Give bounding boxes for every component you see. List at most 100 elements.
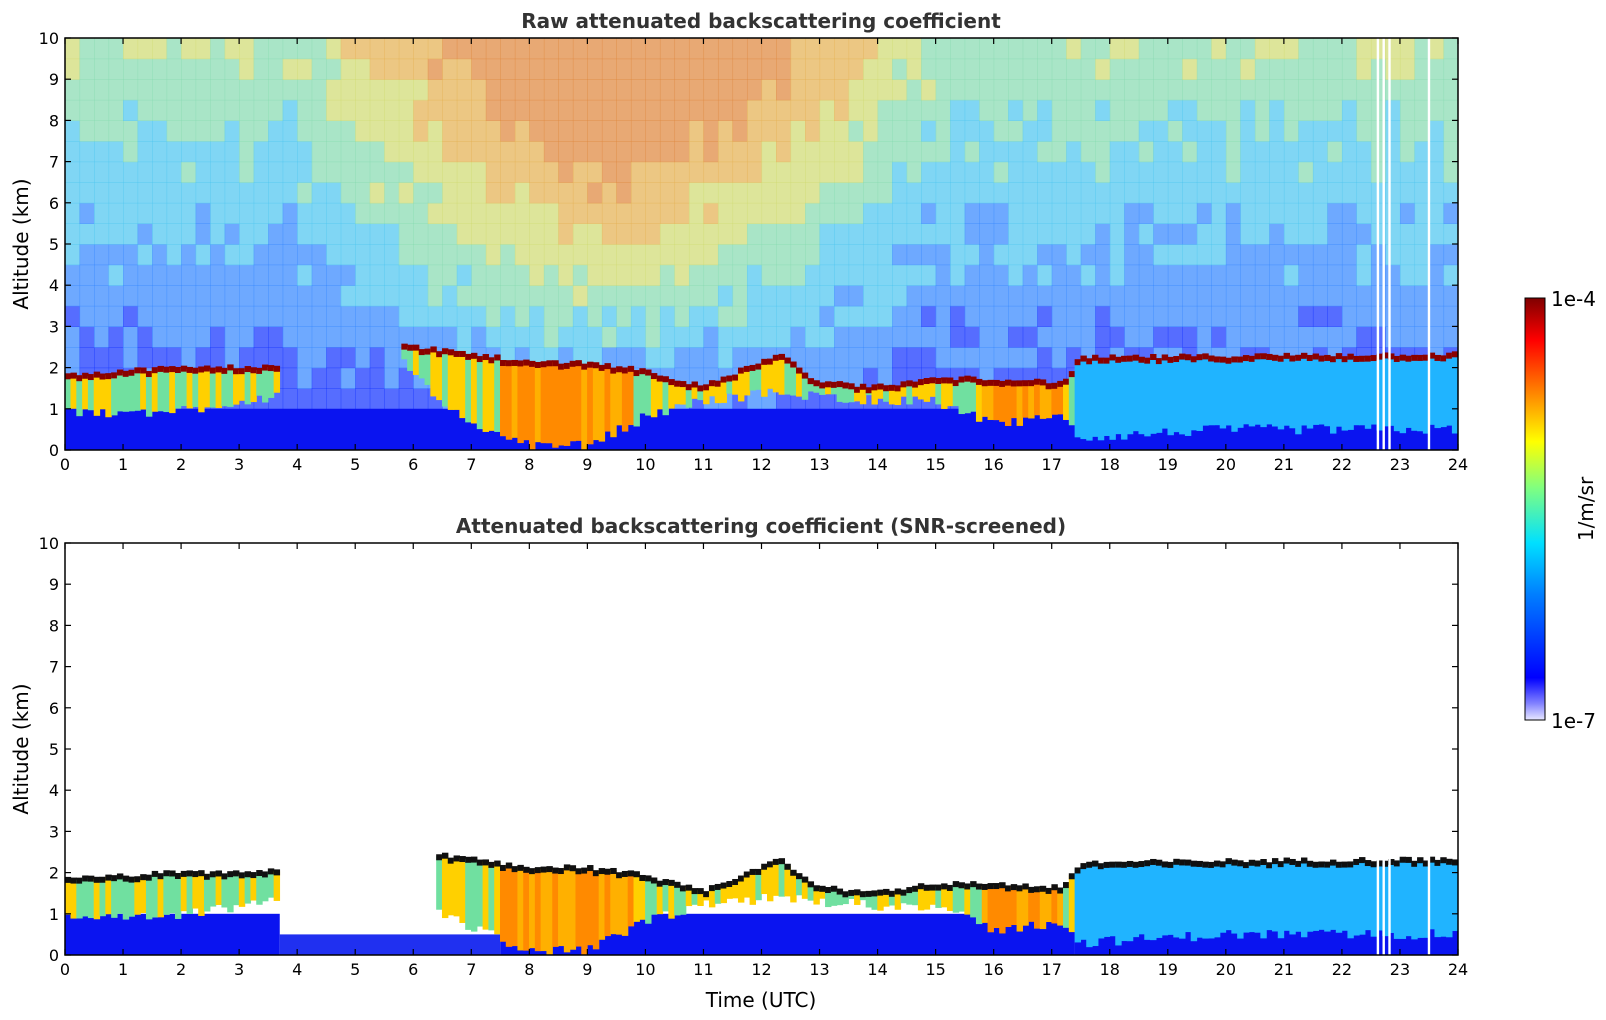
cloud-column bbox=[894, 890, 902, 910]
heatmap-cell bbox=[732, 38, 748, 60]
cloud-top-edge bbox=[1167, 356, 1174, 363]
cloud-top-edge bbox=[192, 871, 199, 878]
heatmap-cell bbox=[500, 264, 516, 286]
heatmap-cell bbox=[1312, 99, 1329, 121]
heatmap-cell bbox=[732, 285, 748, 307]
heatmap-cell bbox=[297, 244, 313, 266]
heatmap-cell bbox=[1443, 120, 1458, 142]
heatmap-cell bbox=[1327, 244, 1343, 266]
cloud-top-edge bbox=[1086, 861, 1093, 868]
heatmap-cell bbox=[906, 326, 922, 348]
cloud-top-edge bbox=[854, 386, 861, 393]
heatmap-cell bbox=[1109, 79, 1125, 101]
heatmap-cell bbox=[108, 347, 124, 369]
heatmap-cell bbox=[659, 79, 676, 101]
heatmap-cell bbox=[442, 161, 458, 183]
heatmap-cell bbox=[1167, 244, 1183, 266]
heatmap-cell bbox=[1095, 305, 1111, 327]
cloud-top-edge bbox=[204, 873, 211, 880]
heatmap-cell bbox=[282, 264, 298, 286]
heatmap-cell bbox=[732, 244, 748, 266]
heatmap-cell bbox=[239, 161, 255, 183]
heatmap-cell bbox=[1327, 161, 1343, 183]
heatmap-cell bbox=[1254, 38, 1270, 60]
heatmap-cell bbox=[601, 38, 617, 60]
heatmap-cell bbox=[746, 182, 763, 204]
cloud-top-edge bbox=[1353, 858, 1360, 865]
heatmap-cell bbox=[645, 99, 661, 121]
cloud-column bbox=[761, 360, 768, 397]
heatmap-cell bbox=[123, 223, 139, 245]
heatmap-cell bbox=[950, 79, 966, 101]
cloud-column bbox=[418, 351, 426, 379]
cloud-top-edge bbox=[558, 363, 565, 370]
heatmap-cell bbox=[1443, 264, 1458, 286]
cloud-top-edge bbox=[691, 888, 698, 895]
heatmap-cell bbox=[514, 120, 530, 142]
x-tick-label: 14 bbox=[867, 960, 887, 979]
heatmap-cell bbox=[224, 326, 240, 348]
heatmap-cell bbox=[950, 264, 966, 286]
heatmap-cell bbox=[514, 244, 530, 266]
heatmap-cell bbox=[1428, 244, 1445, 266]
heatmap-cell bbox=[253, 285, 269, 307]
cloud-column bbox=[1277, 863, 1285, 939]
cloud-top-edge bbox=[772, 354, 780, 361]
heatmap-cell bbox=[1022, 161, 1038, 183]
cloud-column bbox=[1399, 356, 1407, 434]
cloud-column bbox=[668, 381, 675, 409]
cloud-column bbox=[215, 872, 223, 905]
heatmap-cell bbox=[688, 347, 705, 369]
heatmap-cell bbox=[776, 285, 792, 307]
heatmap-cell bbox=[384, 58, 400, 80]
cloud-column bbox=[186, 368, 193, 409]
heatmap-cell bbox=[369, 141, 385, 163]
heatmap-cell bbox=[282, 223, 298, 245]
heatmap-cell bbox=[442, 79, 458, 101]
heatmap-cell bbox=[1428, 141, 1445, 163]
heatmap-cell bbox=[601, 326, 617, 348]
cloud-top-edge bbox=[1202, 861, 1209, 868]
heatmap-cell bbox=[993, 141, 1009, 163]
heatmap-cell bbox=[210, 38, 226, 60]
cloud-top-edge bbox=[215, 870, 223, 877]
heatmap-cell bbox=[1167, 79, 1183, 101]
heatmap-cell bbox=[1008, 99, 1024, 121]
cloud-top-edge bbox=[1173, 858, 1180, 865]
cloud-top-edge bbox=[737, 875, 745, 882]
cloud-top-edge bbox=[836, 888, 844, 895]
heatmap-cell bbox=[1428, 79, 1445, 101]
cloud-column bbox=[941, 379, 948, 409]
heatmap-cell bbox=[834, 223, 850, 245]
cloud-top-edge bbox=[1242, 862, 1250, 869]
heatmap-cell bbox=[1283, 264, 1299, 286]
heatmap-cell bbox=[1182, 223, 1198, 245]
heatmap-cell bbox=[950, 285, 966, 307]
x-tick-label: 2 bbox=[176, 455, 186, 474]
heatmap-cell bbox=[442, 326, 458, 348]
heatmap-cell bbox=[1225, 305, 1241, 327]
heatmap-cell bbox=[688, 223, 705, 245]
cloud-column bbox=[244, 873, 252, 904]
heatmap-cell bbox=[863, 244, 879, 266]
heatmap-cell bbox=[224, 182, 240, 204]
heatmap-cell bbox=[152, 141, 168, 163]
cloud-top-edge bbox=[447, 349, 455, 356]
cloud-column bbox=[488, 359, 495, 431]
cloud-top-edge bbox=[534, 361, 542, 368]
heatmap-cell bbox=[1312, 79, 1329, 101]
heatmap-cell bbox=[1095, 99, 1111, 121]
cloud-top-edge bbox=[1277, 355, 1285, 362]
heatmap-cell bbox=[921, 347, 937, 369]
cloud-top-edge bbox=[1446, 858, 1453, 865]
heatmap-cell bbox=[543, 326, 559, 348]
cloud-column bbox=[848, 385, 855, 403]
cloud-column bbox=[558, 365, 565, 446]
cloud-top-edge bbox=[529, 868, 536, 875]
heatmap-cell bbox=[152, 182, 168, 204]
cloud-column bbox=[122, 372, 130, 412]
cloud-top-edge bbox=[1306, 354, 1314, 361]
heatmap-cell bbox=[558, 202, 574, 224]
heatmap-cell bbox=[776, 161, 792, 183]
cloud-column bbox=[1422, 356, 1430, 434]
